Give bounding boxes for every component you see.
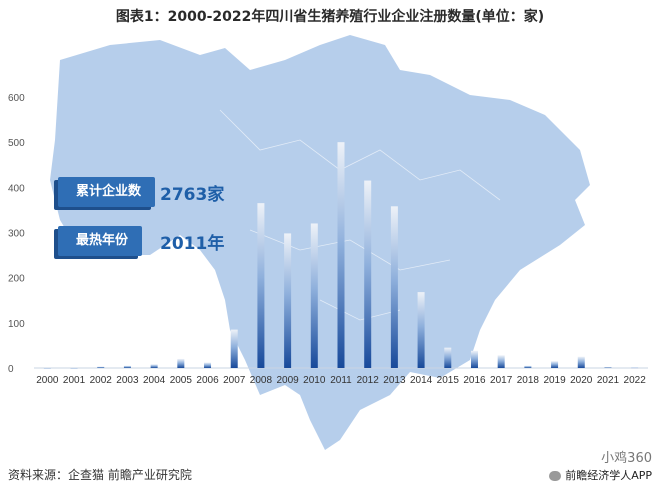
y-tick-label: 500: [8, 138, 25, 149]
bar-2022: [631, 367, 639, 369]
bar-2013: [390, 206, 398, 368]
x-tick-label: 2004: [143, 375, 166, 386]
y-tick-label: 100: [8, 319, 25, 330]
bar-2006: [204, 362, 212, 368]
source-note: 资料来源：企查猫 前瞻产业研究院: [8, 468, 192, 482]
bar-2008: [257, 203, 265, 368]
bar-2019: [551, 361, 559, 368]
x-tick-label: 2002: [90, 375, 113, 386]
bar-2012: [364, 180, 372, 368]
x-tick-label: 2012: [357, 375, 380, 386]
x-tick-label: 2015: [437, 375, 460, 386]
x-tick-label: 2019: [543, 375, 566, 386]
x-tick-label: 2021: [597, 375, 620, 386]
y-tick-label: 400: [8, 183, 25, 194]
bar-2009: [284, 233, 292, 368]
hottest-year-label: 最热年份: [58, 226, 143, 256]
y-tick-label: 600: [8, 93, 25, 104]
bar-2014: [417, 292, 425, 368]
bar-2015: [444, 347, 452, 368]
bar-2011: [337, 142, 345, 368]
x-tick-label: 2013: [383, 375, 406, 386]
bar-2018: [524, 365, 532, 368]
total-companies-label: 累计企业数: [58, 177, 156, 207]
y-tick-label: 0: [8, 364, 14, 375]
x-tick-label: 2007: [223, 375, 246, 386]
bar-2000: [43, 368, 51, 369]
bar-2020: [577, 356, 585, 368]
watermark-text: 小鸡360: [601, 451, 652, 466]
footer-brand: 小鸡360 前瞻经济学人APP: [549, 451, 652, 483]
wechat-label: 前瞻经济学人APP: [565, 469, 652, 482]
bar-2016: [470, 350, 478, 368]
sichuan-map-shape: [50, 35, 590, 450]
hottest-year-value: 2011年: [160, 234, 225, 254]
bar-2017: [497, 355, 505, 368]
bar-2003: [123, 365, 131, 368]
x-tick-label: 2009: [276, 375, 299, 386]
bar-2005: [177, 358, 185, 368]
x-tick-label: 2016: [463, 375, 486, 386]
x-tick-label: 2018: [517, 375, 540, 386]
bar-2004: [150, 364, 158, 368]
x-tick-label: 2017: [490, 375, 513, 386]
bar-2001: [70, 368, 78, 369]
x-tick-label: 2001: [63, 375, 86, 386]
bar-2010: [310, 223, 318, 368]
bar-2021: [604, 367, 612, 368]
y-tick-label: 200: [8, 274, 25, 285]
x-tick-label: 2020: [570, 375, 593, 386]
map-inner-lines: [219, 109, 501, 321]
x-tick-label: 2006: [196, 375, 219, 386]
x-tick-label: 2005: [170, 375, 193, 386]
x-tick-label: 2022: [624, 375, 647, 386]
page-title: 图表1：2000-2022年四川省生猪养殖行业企业注册数量(单位：家): [115, 9, 545, 25]
bar-2002: [97, 366, 105, 368]
x-tick-label: 2003: [116, 375, 139, 386]
x-tick-label: 2000: [36, 375, 59, 386]
x-tick-label: 2011: [330, 375, 352, 386]
bar-2007: [230, 329, 238, 368]
x-tick-label: 2010: [303, 375, 326, 386]
x-tick-label: 2008: [250, 375, 273, 386]
y-tick-label: 300: [8, 229, 25, 240]
x-tick-label: 2014: [410, 375, 433, 386]
wechat-icon: [549, 471, 562, 481]
total-companies-value: 2763家: [160, 185, 225, 205]
